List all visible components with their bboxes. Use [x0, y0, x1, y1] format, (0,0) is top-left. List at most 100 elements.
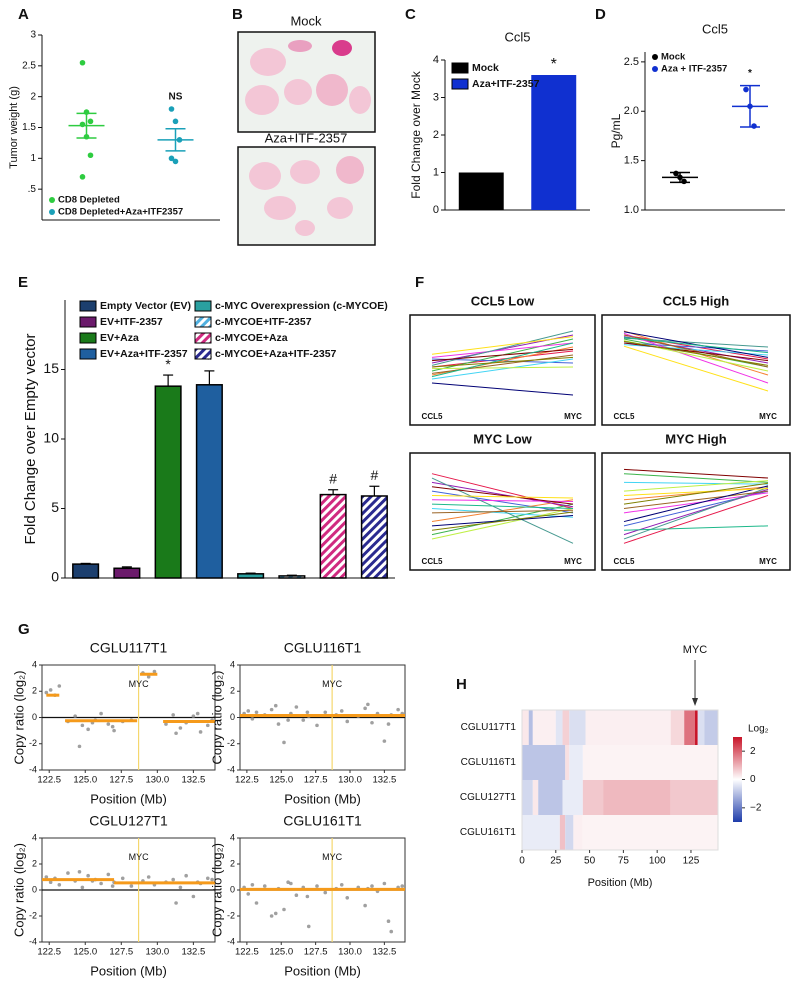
heat-cell [522, 745, 566, 780]
chart-title: CGLU116T1 [284, 640, 362, 656]
data-point [262, 884, 267, 888]
data-point [370, 720, 374, 725]
legend-marker [652, 54, 658, 60]
y-tick-label: 2 [32, 858, 37, 868]
heat-cell [684, 710, 696, 745]
data-point [315, 884, 319, 888]
data-point [79, 59, 86, 66]
data-point [106, 872, 111, 877]
y-tick-label: -2 [29, 738, 37, 748]
heat-cell [569, 710, 586, 745]
colorbar-label: Log₂ [748, 724, 769, 735]
heat-cell [697, 710, 705, 745]
y-tick-label: 4 [32, 832, 37, 842]
data-point [48, 688, 53, 692]
panel-label: F [415, 274, 424, 291]
legend-label: c-MYC Overexpression (c-MYCOE) [215, 300, 388, 312]
x-tick-label: 125.0 [73, 947, 97, 958]
y-tick-label: 2 [433, 129, 439, 141]
colorbar-tick-label: 2 [750, 746, 756, 757]
x-tick-label: 75 [618, 856, 630, 867]
chart-title: CGLU117T1 [90, 640, 168, 656]
x-tick-label: 125.0 [73, 775, 97, 786]
data-point [99, 711, 103, 716]
data-point [306, 924, 311, 929]
data-point [174, 731, 178, 736]
y-tick-label: 3 [433, 91, 439, 103]
profile-line [431, 330, 574, 366]
heat-cell [582, 815, 718, 850]
panel-label: C [405, 6, 416, 23]
data-point [282, 740, 286, 745]
y-tick-label: 4 [32, 659, 37, 669]
heat-cell [670, 780, 718, 815]
tissue [295, 220, 315, 236]
x-tick-label: 127.5 [109, 947, 133, 958]
y-tick-label: -4 [29, 936, 37, 946]
legend-swatch [194, 332, 212, 344]
y-tick-label: -4 [227, 936, 235, 946]
profile-line [431, 508, 574, 540]
arrow-head [692, 698, 699, 706]
x-category-label: CCL5 [614, 557, 635, 566]
heat-cell [585, 710, 671, 745]
y-tick-label: -2 [227, 910, 235, 920]
data-point [323, 890, 328, 895]
legend-label: CD8 Depleted [58, 195, 120, 206]
data-point [191, 894, 196, 899]
image-caption: Aza+ITF-2357 [265, 130, 348, 145]
y-tick-label: 1.0 [624, 204, 639, 216]
y-tick-label: 2 [30, 91, 36, 102]
profile-line [431, 511, 574, 531]
chart-title: Ccl5 [702, 21, 728, 36]
y-axis-label: Copy ratio (log₂) [209, 671, 224, 765]
y-tick-label: 2.5 [22, 60, 36, 71]
profile-line [431, 509, 574, 514]
data-point [210, 877, 214, 882]
bar [278, 575, 306, 579]
x-tick-label: 127.5 [304, 947, 328, 958]
legend-label: Aza + ITF-2357 [661, 64, 727, 75]
data-point [269, 914, 274, 918]
heat-cell [704, 710, 718, 745]
y-tick-label: 2 [230, 686, 235, 696]
tissue [249, 162, 281, 190]
panel-label: G [18, 621, 30, 638]
heat-cell [538, 780, 563, 815]
data-point [168, 155, 175, 162]
legend-marker [49, 197, 55, 203]
legend-swatch [194, 348, 212, 360]
data-point [86, 873, 90, 878]
profile-line [431, 477, 574, 544]
data-point [87, 152, 94, 159]
annotation: # [370, 467, 378, 483]
x-tick-label: 130.0 [145, 947, 169, 958]
data-point [57, 684, 62, 688]
data-point [195, 711, 200, 716]
x-tick-label: 122.5 [37, 775, 61, 786]
data-point [77, 870, 82, 874]
y-tick-label: 4 [230, 832, 235, 842]
profile-line [431, 354, 574, 374]
y-tick-label: 5 [51, 499, 59, 515]
colorbar-tick-label: 0 [750, 774, 756, 785]
data-point [178, 885, 183, 890]
panel-b-images [237, 31, 376, 246]
legend-label: CD8 Depleted+Aza+ITF2357 [58, 207, 183, 218]
tissue [250, 48, 286, 76]
annotation: MYC [322, 852, 343, 862]
data-point [273, 911, 278, 916]
data-point [339, 883, 344, 887]
legend-label: Aza+ITF-2357 [472, 78, 540, 90]
heat-cell [528, 710, 533, 745]
data-point [152, 669, 157, 674]
data-point [396, 707, 400, 712]
y-tick-label: 0 [32, 884, 37, 894]
data-point [323, 710, 328, 715]
x-tick-label: 130.0 [145, 775, 169, 786]
data-point [386, 919, 391, 923]
x-tick-label: 132.5 [372, 775, 396, 786]
heat-cell [565, 745, 570, 780]
x-category-label: CCL5 [422, 557, 443, 566]
